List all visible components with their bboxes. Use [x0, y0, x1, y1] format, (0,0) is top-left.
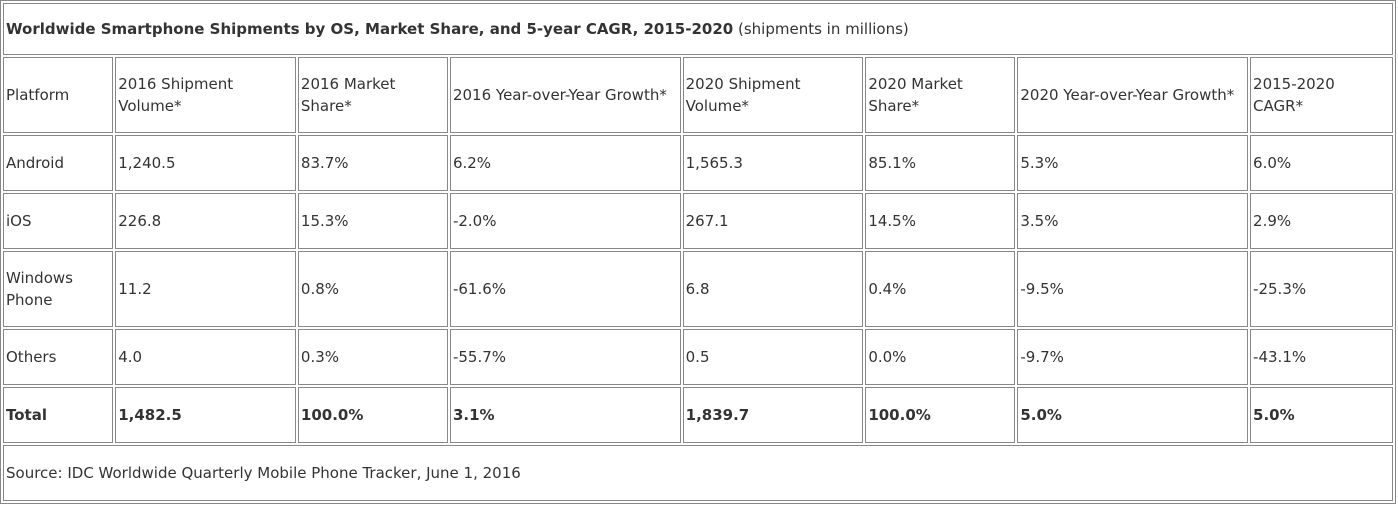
header-row: Platform 2016 Shipment Volume* 2016 Mark…	[3, 57, 1393, 133]
cell-2020-share: 14.5%	[865, 193, 1016, 249]
cell-2016-growth: -2.0%	[449, 193, 681, 249]
cell-cagr: -25.3%	[1250, 251, 1393, 327]
cell-2016-volume: 4.0	[115, 329, 296, 385]
cell-cagr: -43.1%	[1250, 329, 1393, 385]
table-title-main: Worldwide Smartphone Shipments by OS, Ma…	[6, 20, 734, 38]
cell-2020-volume: 267.1	[682, 193, 864, 249]
shipments-table: Worldwide Smartphone Shipments by OS, Ma…	[0, 0, 1396, 504]
cell-2020-share: 100.0%	[865, 387, 1016, 443]
header-2016-share: 2016 Market Share*	[297, 57, 448, 133]
cell-2020-growth: -9.7%	[1017, 329, 1249, 385]
table-row-total: Total 1,482.5 100.0% 3.1% 1,839.7 100.0%…	[3, 387, 1393, 443]
cell-2020-share: 85.1%	[865, 135, 1016, 191]
cell-2016-share: 0.8%	[297, 251, 448, 327]
cell-2016-growth: 3.1%	[449, 387, 681, 443]
table-row-others: Others 4.0 0.3% -55.7% 0.5 0.0% -9.7% -4…	[3, 329, 1393, 385]
cell-2020-share: 0.4%	[865, 251, 1016, 327]
table-title: Worldwide Smartphone Shipments by OS, Ma…	[3, 3, 1393, 55]
cell-platform: Android	[3, 135, 114, 191]
cell-2016-share: 100.0%	[297, 387, 448, 443]
cell-2016-volume: 1,482.5	[115, 387, 296, 443]
cell-2016-growth: 6.2%	[449, 135, 681, 191]
header-2020-growth: 2020 Year-over-Year Growth*	[1017, 57, 1249, 133]
cell-2020-volume: 0.5	[682, 329, 864, 385]
cell-2016-volume: 11.2	[115, 251, 296, 327]
header-2020-share: 2020 Market Share*	[865, 57, 1016, 133]
cell-cagr: 2.9%	[1250, 193, 1393, 249]
cell-2020-volume: 1,839.7	[682, 387, 864, 443]
cell-cagr: 5.0%	[1250, 387, 1393, 443]
table-row-android: Android 1,240.5 83.7% 6.2% 1,565.3 85.1%…	[3, 135, 1393, 191]
table-title-note: (shipments in millions)	[738, 20, 909, 38]
cell-2020-volume: 1,565.3	[682, 135, 864, 191]
cell-2020-volume: 6.8	[682, 251, 864, 327]
header-2016-volume: 2016 Shipment Volume*	[115, 57, 296, 133]
cell-platform: iOS	[3, 193, 114, 249]
source-note: Source: IDC Worldwide Quarterly Mobile P…	[3, 445, 1393, 501]
cell-2020-growth: 5.0%	[1017, 387, 1249, 443]
header-platform: Platform	[3, 57, 114, 133]
header-cagr: 2015-2020 CAGR*	[1250, 57, 1393, 133]
cell-2020-growth: 5.3%	[1017, 135, 1249, 191]
cell-2016-share: 0.3%	[297, 329, 448, 385]
cell-platform: Others	[3, 329, 114, 385]
header-2020-volume: 2020 Shipment Volume*	[682, 57, 864, 133]
cell-2016-growth: -61.6%	[449, 251, 681, 327]
cell-platform: Total	[3, 387, 114, 443]
cell-cagr: 6.0%	[1250, 135, 1393, 191]
cell-2016-volume: 1,240.5	[115, 135, 296, 191]
cell-2016-growth: -55.7%	[449, 329, 681, 385]
table-row-ios: iOS 226.8 15.3% -2.0% 267.1 14.5% 3.5% 2…	[3, 193, 1393, 249]
cell-2016-share: 83.7%	[297, 135, 448, 191]
cell-2020-growth: -9.5%	[1017, 251, 1249, 327]
cell-platform: Windows Phone	[3, 251, 114, 327]
cell-2020-share: 0.0%	[865, 329, 1016, 385]
cell-2016-share: 15.3%	[297, 193, 448, 249]
cell-2020-growth: 3.5%	[1017, 193, 1249, 249]
table-row-windows-phone: Windows Phone 11.2 0.8% -61.6% 6.8 0.4% …	[3, 251, 1393, 327]
cell-2016-volume: 226.8	[115, 193, 296, 249]
header-2016-growth: 2016 Year-over-Year Growth*	[449, 57, 681, 133]
